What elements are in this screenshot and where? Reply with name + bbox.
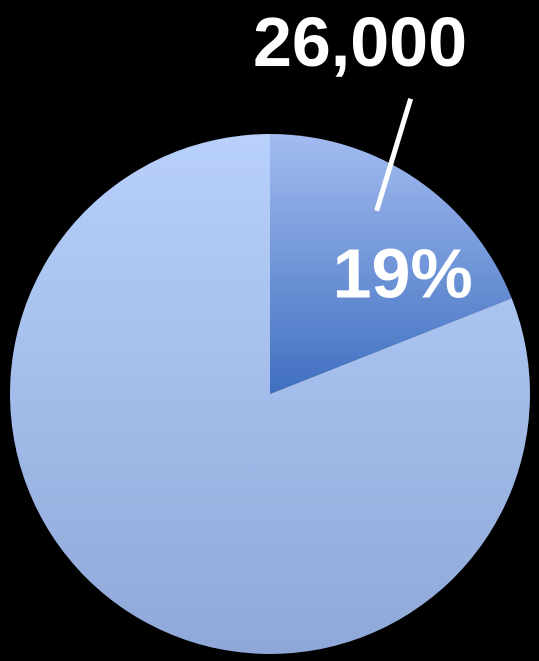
slice-value-label: 26,000 — [253, 3, 467, 81]
pie-slice — [9, 134, 530, 654]
pie-slice — [270, 134, 512, 394]
slice-percent-label: 19% — [333, 234, 473, 312]
leader-line — [374, 98, 414, 212]
